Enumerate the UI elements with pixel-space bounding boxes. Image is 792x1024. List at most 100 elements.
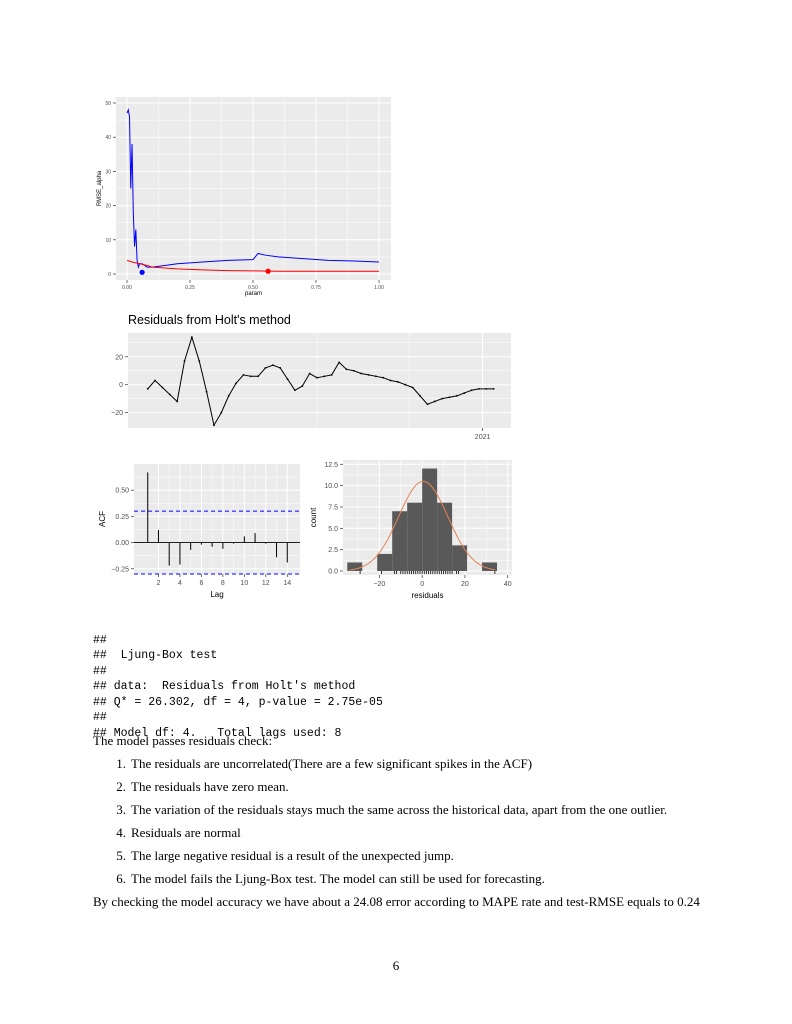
- residual-point: [367, 374, 370, 376]
- residuals-histogram: 0.0 2.5 5.0 7.5 10.0 12.5 −20 0 20 40 residuals cou…: [309, 460, 512, 600]
- residual-point: [242, 374, 245, 376]
- x-axis-label: Lag: [210, 590, 223, 599]
- histogram-bar: [437, 502, 453, 571]
- residual-point: [235, 382, 237, 385]
- residual-point: [308, 372, 311, 375]
- residual-point: [301, 385, 304, 387]
- y-axis-label: ACF: [98, 511, 107, 527]
- residual-point: [426, 403, 429, 406]
- residual-point: [154, 379, 156, 382]
- series-line: [126, 107, 380, 270]
- residual-point: [397, 380, 399, 383]
- residual-point: [382, 376, 385, 379]
- y-tick-label: 10: [105, 238, 111, 244]
- residual-point: [433, 400, 436, 403]
- residuals-time-series-chart: 20 0 −20 2021: [111, 333, 511, 441]
- y-tick-label: 2.5: [328, 547, 338, 554]
- residual-point: [220, 411, 223, 414]
- residual-point: [419, 394, 421, 397]
- series-line: [126, 259, 379, 272]
- residual-point: [205, 390, 208, 393]
- residual-point: [227, 394, 230, 397]
- residual-point: [198, 360, 201, 362]
- y-tick-label: 0.25: [115, 514, 129, 521]
- residual-point: [389, 379, 392, 382]
- list-item: 2. The residuals have zero mean.: [108, 779, 288, 795]
- list-text: The variation of the residuals stays muc…: [131, 802, 668, 817]
- y-tick-label: 0: [119, 382, 123, 389]
- residual-point: [264, 367, 267, 369]
- x-tick-label: 0: [420, 581, 424, 588]
- residual-point: [190, 336, 193, 339]
- histogram-bar: [347, 562, 363, 571]
- residual-point: [249, 375, 252, 378]
- list-number: 6.: [116, 871, 126, 886]
- intro-paragraph: The model passes residuals check:: [93, 733, 273, 748]
- rmse-alpha-chart: 0.00 0.25 0.50 0.75 1.00 0 10 20 30 40 50 param RMSE…: [97, 97, 391, 297]
- list-number: 2.: [116, 779, 126, 794]
- histogram-bar: [452, 545, 468, 571]
- y-tick-label: 0.0: [328, 569, 338, 576]
- x-tick-label: 0.75: [311, 285, 321, 291]
- y-tick-label: 10.0: [324, 483, 338, 490]
- y-tick-label: 50: [105, 101, 111, 107]
- y-axis-label: RMSE_alpha: [97, 170, 103, 206]
- x-axis-label: param: [245, 291, 262, 297]
- residual-point: [330, 374, 333, 376]
- y-tick-label: 20: [105, 204, 111, 210]
- histogram-bar: [407, 502, 423, 571]
- x-tick-label: −20: [373, 581, 385, 588]
- data-point: [139, 269, 145, 275]
- y-tick-label: −20: [111, 410, 123, 417]
- x-tick-label: 4: [178, 580, 182, 587]
- residual-point: [279, 367, 282, 369]
- x-tick-label: 2: [157, 580, 161, 587]
- x-tick-label: 2021: [475, 434, 491, 441]
- plot-panel: [128, 333, 511, 428]
- residual-point: [492, 387, 495, 390]
- residual-point: [257, 375, 260, 378]
- list-item: 1. The residuals are uncorrelated(There a…: [108, 756, 532, 772]
- list-text: The large negative residual is a result …: [131, 848, 454, 863]
- histogram-bar: [392, 511, 408, 571]
- residual-point: [485, 387, 488, 390]
- residual-point: [286, 378, 289, 381]
- x-tick-label: 12: [262, 580, 270, 587]
- residual-line: [147, 335, 494, 427]
- normal-density-curve: [349, 480, 495, 571]
- histogram-bar: [422, 468, 438, 571]
- page-number: 6: [392, 958, 400, 973]
- histogram-bar: [482, 562, 498, 571]
- console-line: ##: [93, 711, 107, 724]
- console-line: ##: [93, 633, 107, 647]
- list-text: The residuals are uncorrelated(There are…: [131, 756, 533, 771]
- x-tick-label: 20: [461, 581, 469, 588]
- residual-point: [448, 396, 451, 399]
- residual-point: [360, 372, 363, 375]
- list-text: Residuals are normal: [131, 825, 241, 840]
- list-number: 5.: [116, 848, 126, 863]
- console-line: ## Ljung-Box test: [93, 649, 218, 662]
- residual-point: [478, 387, 480, 390]
- residual-point: [411, 386, 414, 389]
- x-tick-label: 6: [199, 580, 203, 587]
- x-tick-label: 10: [240, 580, 248, 587]
- residual-point: [146, 387, 149, 390]
- y-tick-label: 0: [108, 272, 111, 278]
- residual-point: [345, 368, 348, 371]
- console-line: ## Q* = 26.302, df = 4, p-value = 2.75e-…: [93, 695, 383, 709]
- y-tick-label: 7.5: [328, 504, 338, 511]
- y-tick-label: 5.0: [328, 526, 338, 533]
- x-tick-label: 1.00: [374, 285, 384, 291]
- list-number: 4.: [116, 825, 126, 840]
- y-tick-label: 12.5: [324, 462, 338, 469]
- y-tick-label: 30: [105, 169, 111, 175]
- y-tick-label: 0.50: [115, 488, 129, 495]
- residual-point: [441, 397, 444, 400]
- residual-point: [404, 383, 407, 386]
- residual-point: [463, 392, 466, 394]
- x-tick-label: 0.00: [122, 285, 132, 291]
- console-output: ## ## Ljung-Box test ## ## data: Residuals …: [93, 617, 383, 757]
- console-line: ## data: Residuals from Holt's method: [93, 680, 356, 693]
- residual-point: [271, 364, 274, 367]
